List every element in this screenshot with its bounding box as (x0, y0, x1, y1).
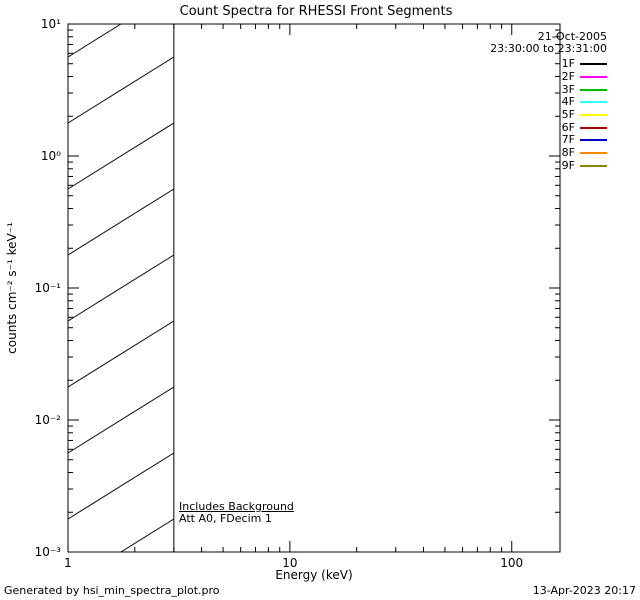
legend-entry-color-line (580, 101, 607, 104)
legend-entries: 1F 2F 3F 4F 5F 6F 7F 8F 9F (490, 58, 607, 172)
y-tick-label: 10⁻³ (35, 545, 62, 559)
legend-entry-label: 7F (561, 133, 575, 147)
chart-title: Count Spectra for RHESSI Front Segments (180, 4, 453, 19)
legend-entry: 6F (490, 121, 607, 134)
legend-entry-color-line (580, 126, 607, 129)
legend-entry: 9F (490, 158, 607, 173)
y-tick-label: 10¹ (41, 17, 61, 31)
legend-entry: 1F (490, 58, 607, 71)
legend-entry-color-line (580, 76, 607, 79)
legend-entry-label: 1F (561, 57, 575, 71)
hatch-line (67, 23, 122, 58)
hatch-line (67, 122, 175, 190)
legend-entry-label: 9F (561, 158, 575, 172)
legend-entry: 4F (490, 96, 607, 109)
legend-entry-color-line (580, 164, 607, 167)
legend-date: 21-Oct-2005 (537, 30, 607, 43)
annotation-includes-background: Includes Background (179, 500, 294, 513)
legend-entry-color-line (580, 139, 607, 142)
legend-entry: 3F (490, 83, 607, 96)
legend: 21-Oct-2005 23:30:00 to 23:31:00 1F 2F 3F 4… (490, 31, 607, 172)
legend-entry: 2F (490, 71, 607, 84)
legend-entry-label: 3F (561, 82, 575, 96)
hatch-line (120, 518, 175, 553)
hatch-line (67, 452, 175, 520)
plot-annotations: Includes Background Att A0, FDecim 1 (179, 501, 294, 524)
legend-time-range: 23:30:00 to 23:31:00 (490, 42, 607, 55)
legend-entry: 5F (490, 109, 607, 122)
legend-entry-color-line (580, 88, 607, 91)
hatch-line (67, 254, 175, 322)
legend-entry: 7F (490, 134, 607, 147)
footer-timestamp: 13-Apr-2023 20:17 (533, 584, 636, 597)
y-tick-label: 10⁻² (35, 413, 62, 427)
legend-entry-label: 5F (561, 108, 575, 122)
legend-entry-color-line (580, 114, 607, 117)
legend-entry-label: 6F (561, 120, 575, 134)
plot-axes-and-hatch: 1 10 100 10⁻³ 10⁻² 10⁻¹ 10⁰ 10¹ (35, 17, 561, 570)
hatch-line (67, 386, 175, 454)
y-tick-label: 10⁰ (41, 149, 61, 163)
legend-entry-color-line (580, 152, 607, 155)
legend-entry-color-line (580, 63, 607, 66)
annotation-attenuator-state: Att A0, FDecim 1 (179, 511, 272, 525)
legend-entry-label: 2F (561, 70, 575, 84)
y-axis-label: counts cm⁻² s⁻¹ keV⁻¹ (5, 222, 19, 354)
hatch-line (67, 320, 175, 388)
hatch-line (67, 56, 175, 124)
legend-entry-label: 8F (561, 146, 575, 160)
x-tick-label: 10 (282, 556, 297, 570)
legend-entry: 8F (490, 147, 607, 160)
legend-entry-label: 4F (561, 95, 575, 109)
generated-by-text: Generated by hsi_min_spectra_plot.pro (4, 584, 220, 597)
x-tick-label: 100 (500, 556, 523, 570)
hatch-line (67, 188, 175, 256)
x-axis-label: Energy (keV) (275, 568, 352, 582)
x-tick-label: 1 (64, 556, 72, 570)
y-tick-label: 10⁻¹ (35, 281, 62, 295)
